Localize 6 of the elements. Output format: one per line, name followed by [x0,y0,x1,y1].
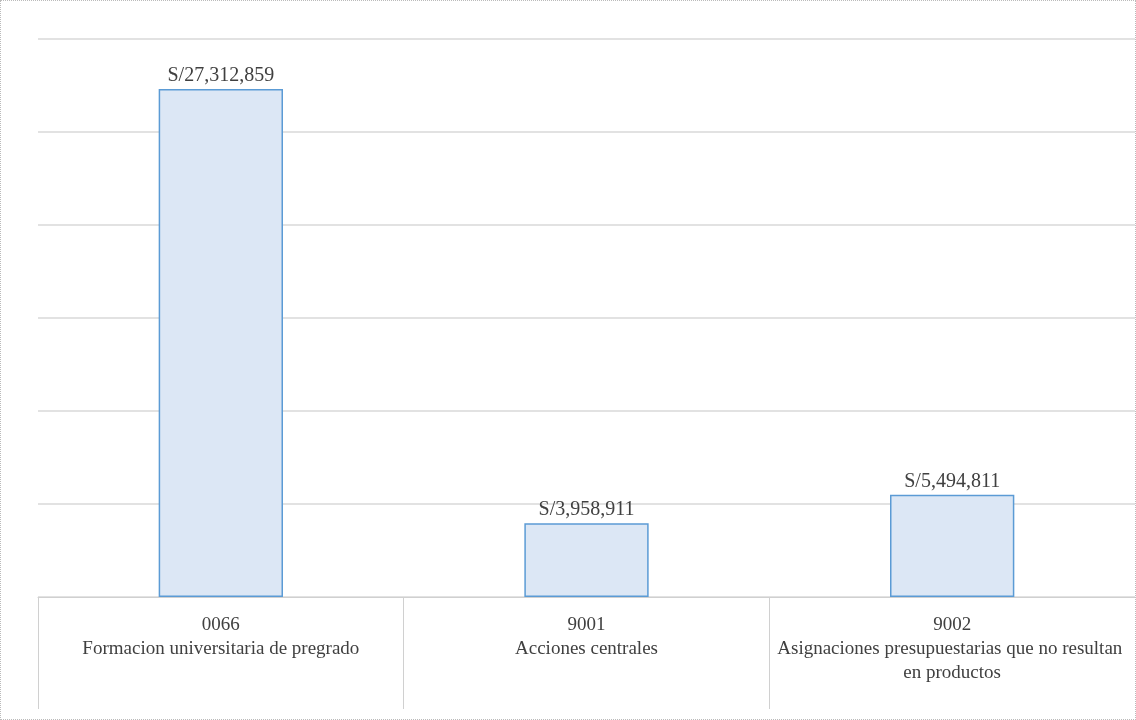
data-label: S/5,494,811 [904,468,1001,491]
data-label: S/27,312,859 [167,62,275,85]
data-label: S/3,958,911 [538,497,635,520]
x-tick-label: 0066 Formacion universitaria de pregrado [82,612,360,658]
x-tick-label: 9001 Acciones centrales [515,612,658,658]
x-tick-label: 9002 Asignaciones presupuestarias que no resultan en productos [777,612,1128,682]
